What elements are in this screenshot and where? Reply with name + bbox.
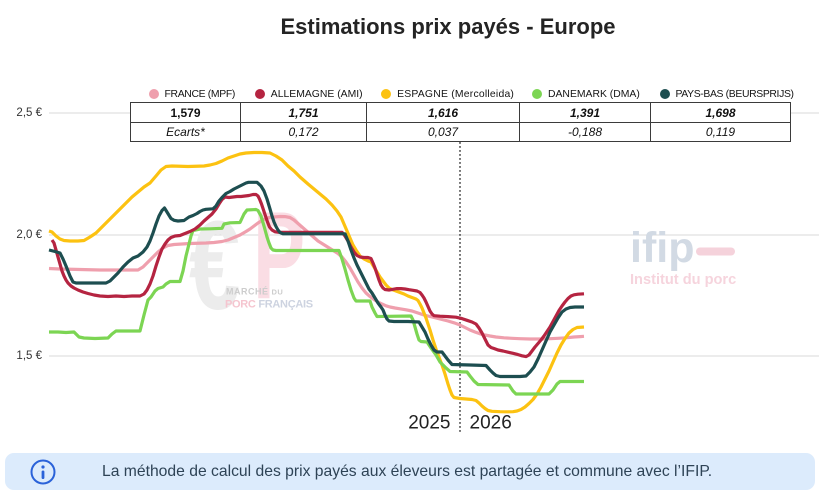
svg-text:2026: 2026	[470, 413, 512, 434]
svg-text:PORC FRANÇAIS: PORC FRANÇAIS	[225, 299, 313, 311]
svg-text:€: €	[189, 196, 240, 336]
svg-text:2025: 2025	[408, 413, 450, 434]
svg-text:Institut du porc: Institut du porc	[630, 272, 736, 288]
svg-text:MARCHÉ DU: MARCHÉ DU	[226, 287, 283, 297]
svg-text:ifip: ifip	[630, 224, 694, 272]
